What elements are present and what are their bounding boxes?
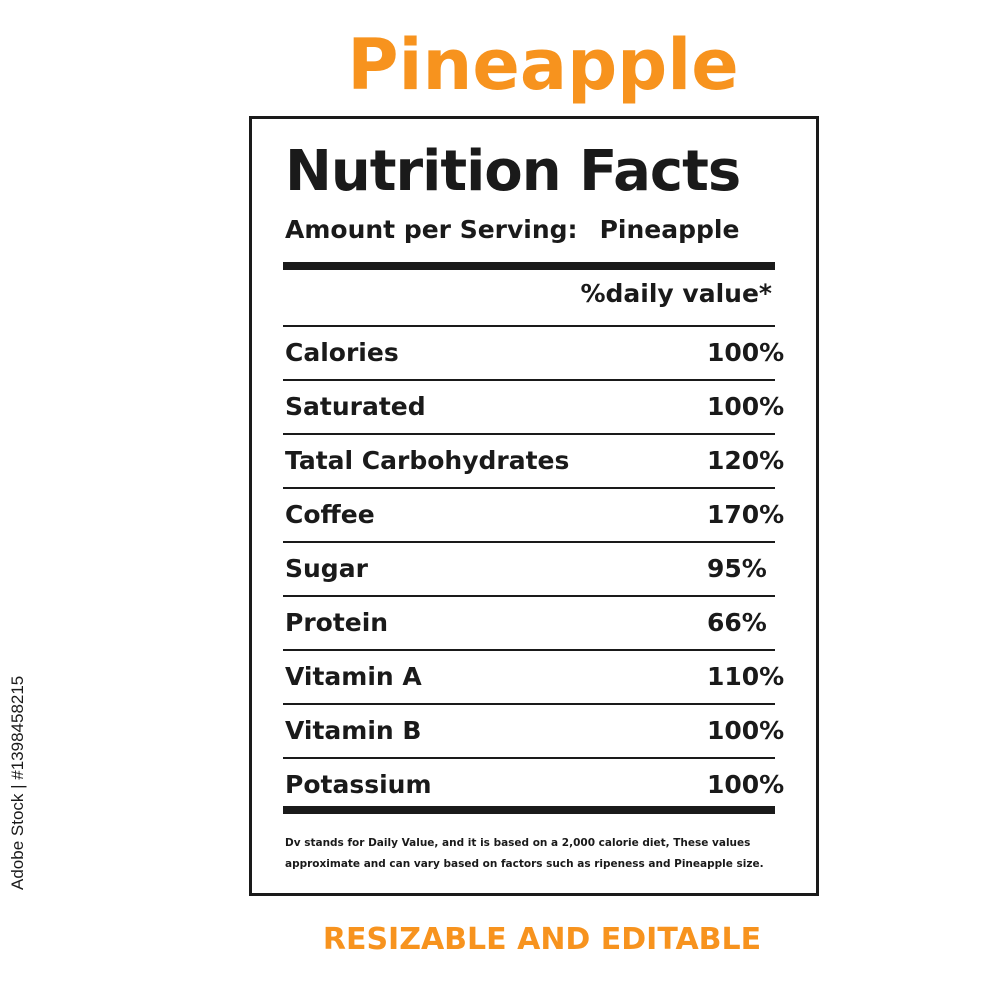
nutrient-row: Coffee 170% — [283, 487, 784, 541]
nutrient-row: Vitamin A 110% — [283, 649, 784, 703]
nutrient-value: 100% — [707, 770, 785, 799]
nutrient-row: Sugar 95% — [283, 541, 775, 595]
nutrient-row: Saturated 100% — [283, 379, 784, 433]
serving-label: Amount per Serving: — [285, 215, 578, 244]
nutrient-row: Potassium 100% — [283, 757, 784, 811]
nutrient-value: 100% — [707, 716, 785, 745]
nutrient-name: Vitamin A — [285, 662, 422, 691]
nutrient-row: Tatal Carbohydrates 120% — [283, 433, 784, 487]
nutrient-name: Saturated — [285, 392, 426, 421]
stock-id-watermark: Adobe Stock | #1398458215 — [8, 675, 27, 890]
nutrient-name: Potassium — [285, 770, 432, 799]
nutrient-row: Protein 66% — [283, 595, 775, 649]
nutrient-name: Calories — [285, 338, 399, 367]
divider-thick-top — [283, 262, 775, 270]
nutrient-name: Vitamin B — [285, 716, 422, 745]
nutrient-name: Tatal Carbohydrates — [285, 446, 570, 475]
nutrient-value: 66% — [707, 608, 767, 637]
nutrient-value: 110% — [707, 662, 785, 691]
nutrient-row: Vitamin B 100% — [283, 703, 784, 757]
nutrient-name: Sugar — [285, 554, 368, 583]
nutrient-value: 100% — [707, 392, 785, 421]
nutrient-value: 120% — [707, 446, 785, 475]
serving-value: Pineapple — [599, 215, 740, 244]
serving-line: Amount per Serving: Pineapple — [285, 215, 739, 244]
nutrient-name: Coffee — [285, 500, 375, 529]
tagline: RESIZABLE AND EDITABLE — [322, 922, 762, 957]
product-headline: Pineapple — [347, 24, 739, 106]
footnote: Dv stands for Daily Value, and it is bas… — [285, 837, 764, 870]
nutrient-value: 100% — [707, 338, 785, 367]
divider-thick-bottom — [283, 806, 775, 814]
daily-value-header: %daily value* — [580, 279, 772, 308]
nutrient-value: 95% — [707, 554, 767, 583]
nutrient-value: 170% — [707, 500, 785, 529]
nutrient-name: Protein — [285, 608, 389, 637]
label-title: Nutrition Facts — [285, 139, 741, 204]
nutrient-list: Calories 100% Saturated 100% Tatal Carbo… — [283, 325, 784, 811]
nutrient-row: Calories 100% — [283, 325, 784, 379]
nutrition-label: Nutrition Facts Amount per Serving: Pinea… — [249, 116, 819, 896]
